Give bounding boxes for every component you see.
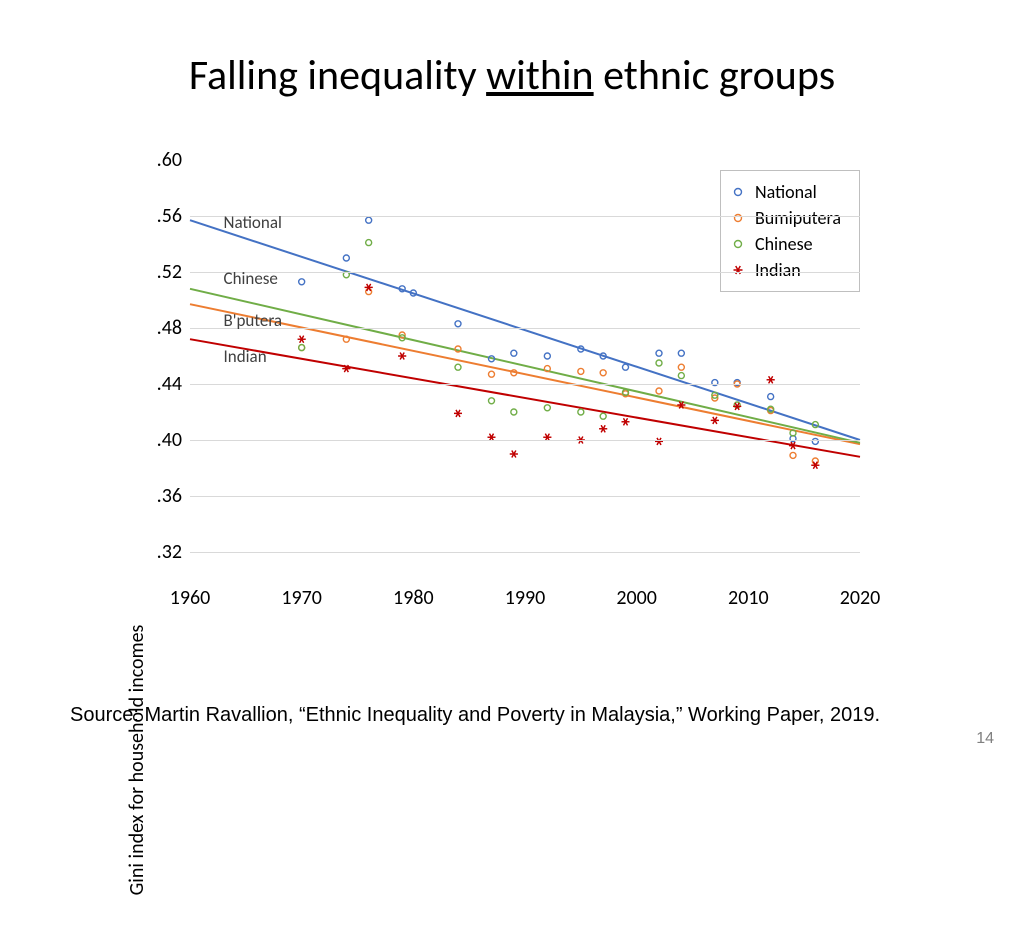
data-point <box>544 405 550 411</box>
data-point <box>789 442 797 449</box>
series-annotation: B'putera <box>224 310 283 331</box>
source-citation: Source: Martin Ravallion, “Ethnic Inequa… <box>70 702 950 728</box>
x-tick-label: 2000 <box>616 580 657 610</box>
data-point <box>489 371 495 377</box>
legend-item: National <box>731 179 841 205</box>
series-annotation: National <box>224 212 282 233</box>
data-point <box>298 336 306 343</box>
data-point <box>299 345 305 351</box>
legend-label: National <box>755 181 817 203</box>
legend-label: Chinese <box>755 233 813 255</box>
series-annotation: Indian <box>224 346 267 367</box>
data-point <box>510 451 518 458</box>
gridline <box>190 496 860 497</box>
data-point <box>578 368 584 374</box>
legend-item: Chinese <box>731 231 841 257</box>
legend-marker <box>731 211 745 225</box>
x-tick-label: 1970 <box>281 580 322 610</box>
legend-label: Bumiputera <box>755 207 841 229</box>
legend-marker <box>731 263 745 277</box>
gridline <box>190 552 860 553</box>
plot-area: NationalBumiputeraChineseIndian .32.36.4… <box>190 160 860 580</box>
data-point <box>678 373 684 379</box>
page-number: 14 <box>976 730 994 748</box>
title-pre: Falling inequality <box>189 50 486 101</box>
y-tick-label: .44 <box>157 372 190 396</box>
data-point <box>790 452 796 458</box>
data-point <box>398 353 406 360</box>
chart: National Bumiputera Chinese Indian .32 .36 .4… <box>140 150 880 620</box>
y-tick-label: .40 <box>157 428 190 452</box>
legend-item: Indian <box>731 257 841 283</box>
title-post: ethnic groups <box>594 50 836 101</box>
data-point <box>600 370 606 376</box>
data-point <box>622 418 630 425</box>
trend-line <box>190 289 860 443</box>
x-tick-label: 1980 <box>393 580 434 610</box>
data-point <box>599 425 607 432</box>
data-point <box>656 360 662 366</box>
data-point <box>600 413 606 419</box>
data-point <box>812 458 818 464</box>
data-point <box>656 350 662 356</box>
x-tick-label: 2020 <box>840 580 881 610</box>
gridline <box>190 272 860 273</box>
legend: National Bumiputera Chinese Indian <box>720 170 860 292</box>
y-tick-label: .56 <box>157 204 190 228</box>
data-point <box>678 350 684 356</box>
x-tick-label: 1990 <box>505 580 546 610</box>
gridline <box>190 384 860 385</box>
y-tick-label: .32 <box>157 540 190 564</box>
data-point <box>767 376 775 383</box>
data-point <box>544 353 550 359</box>
data-point <box>678 364 684 370</box>
data-point <box>366 240 372 246</box>
data-point <box>454 410 462 417</box>
data-point <box>343 255 349 261</box>
trend-line <box>190 304 860 444</box>
data-point <box>768 394 774 400</box>
title-underline: within <box>486 50 594 101</box>
data-point <box>299 279 305 285</box>
legend-marker <box>731 237 745 251</box>
data-point <box>578 409 584 415</box>
y-tick-label: .60 <box>157 148 190 172</box>
legend-label: Indian <box>755 259 801 281</box>
page-title: Falling inequality within ethnic groups <box>0 50 1024 101</box>
y-tick-label: .48 <box>157 316 190 340</box>
data-point <box>655 438 663 445</box>
data-point <box>455 321 461 327</box>
data-point <box>511 409 517 415</box>
legend-item: Bumiputera <box>731 205 841 231</box>
y-tick-label: .52 <box>157 260 190 284</box>
gridline <box>190 328 860 329</box>
slide: Falling inequality within ethnic groups … <box>0 0 1024 768</box>
data-point <box>489 398 495 404</box>
legend-marker <box>731 185 745 199</box>
gridline <box>190 440 860 441</box>
x-tick-label: 1960 <box>170 580 211 610</box>
data-point <box>623 364 629 370</box>
data-point <box>711 417 719 424</box>
data-point <box>366 217 372 223</box>
x-tick-label: 2010 <box>728 580 769 610</box>
data-point <box>455 364 461 370</box>
series-annotation: Chinese <box>224 268 278 289</box>
y-axis-label: Gini index for household incomes <box>125 570 149 950</box>
data-point <box>656 388 662 394</box>
gridline <box>190 216 860 217</box>
data-point <box>511 350 517 356</box>
data-point <box>366 289 372 295</box>
y-tick-label: .36 <box>157 484 190 508</box>
